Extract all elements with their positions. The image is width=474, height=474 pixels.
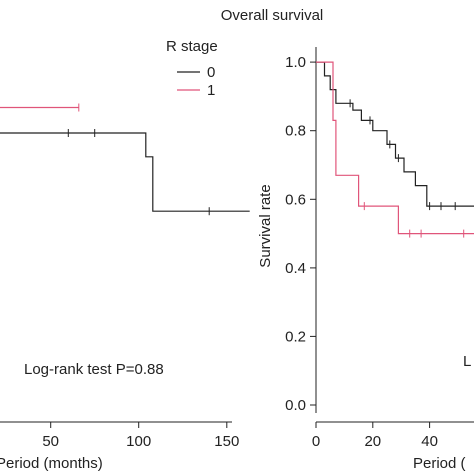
panel1-series-1-line [316, 61, 474, 235]
legend-label-0: 0 [207, 64, 215, 81]
panel0-x-tick-label-2: 100 [126, 433, 151, 450]
left-x-axis-label: Period (months) [0, 455, 103, 472]
panel1-x-tick-label-1: 20 [364, 433, 381, 450]
panel1-y-tick-label-3: 0.6 [285, 191, 306, 208]
panel1-y-tick-label-2: 0.4 [285, 260, 306, 277]
panel0-series-0-line [0, 132, 250, 212]
legend: R stage 0 1 [166, 38, 218, 99]
panel1-x-tick-label-0: 0 [312, 433, 320, 450]
panel1-y-tick-label-5: 1.0 [285, 54, 306, 71]
right-y-axis-label: Survival rate [257, 184, 274, 267]
legend-label-1: 1 [207, 82, 215, 99]
right-x-ticks: 0 20 40 [312, 422, 438, 450]
legend-title: R stage [166, 38, 218, 55]
panel1-y-tick-label-4: 0.8 [285, 123, 306, 140]
panel1-series-0-line [316, 61, 474, 207]
left-survival-panel: 050100150 Log-rank test P=0.88 Period (m… [0, 103, 250, 472]
right-y-ticks: 0.0 0.2 0.4 0.6 0.8 1.0 [285, 54, 316, 414]
panel1-x-tick-label-2: 40 [421, 433, 438, 450]
left-annotation: Log-rank test P=0.88 [24, 361, 164, 378]
panel0-x-tick-label-1: 50 [42, 433, 59, 450]
right-survival-panel: Overall survival 0.0 0.2 0.4 0.6 0.8 1.0 0 20 4… [166, 7, 474, 472]
left-x-ticks: 050100150 [42, 422, 239, 450]
right-annotation: L [463, 353, 471, 370]
right-curves [316, 61, 474, 238]
right-x-axis-label: Period ( [413, 455, 466, 472]
panel1-y-tick-label-1: 0.2 [285, 328, 306, 345]
panel0-x-tick-label-3: 150 [214, 433, 239, 450]
chart-title: Overall survival [221, 7, 324, 24]
panel1-y-tick-label-0: 0.0 [285, 397, 306, 414]
panel0-series-1-line [0, 106, 79, 109]
left-curves [0, 103, 250, 216]
